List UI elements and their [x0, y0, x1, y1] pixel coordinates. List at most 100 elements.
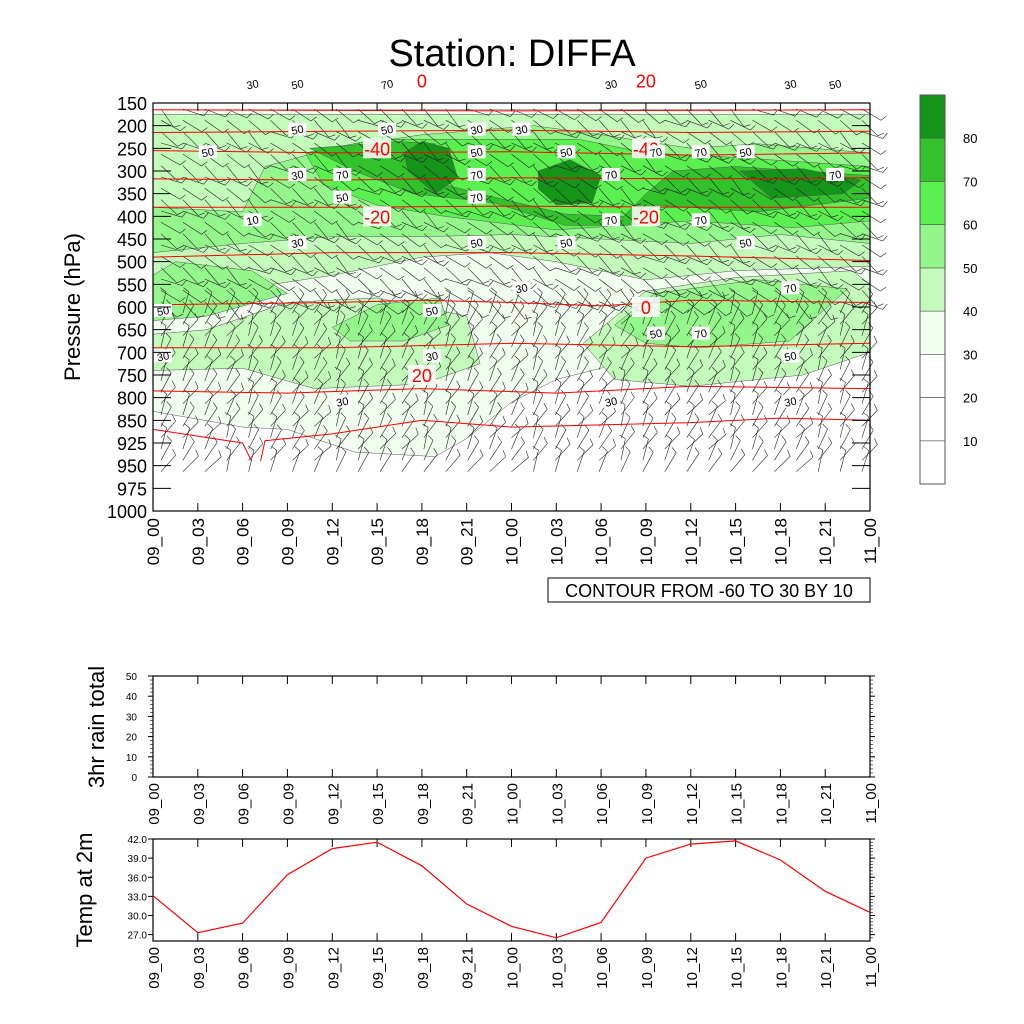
wind-barb-flag — [576, 132, 581, 138]
wind-barb — [533, 176, 554, 188]
wind-barb — [620, 278, 638, 294]
wind-barb — [270, 199, 292, 207]
temp-ytick-label: 27.0 — [128, 931, 148, 942]
wind-barb — [752, 359, 759, 382]
wind-barb — [336, 451, 347, 472]
wind-barb-flag — [415, 325, 419, 333]
wind-barb — [379, 439, 388, 461]
wind-barb — [839, 188, 857, 204]
wind-barb — [357, 398, 373, 416]
wind-barb — [839, 108, 860, 120]
wind-barb-flag — [679, 292, 687, 296]
wind-barb — [248, 375, 263, 393]
wind-barb-flag — [618, 271, 625, 277]
wind-barb — [248, 154, 266, 170]
humidity-contour-label: 30 — [514, 282, 528, 296]
wind-barb — [489, 154, 508, 167]
humidity-fill-regions — [152, 109, 871, 457]
wind-barb-flag — [334, 332, 341, 337]
wind-barb — [533, 165, 547, 184]
temp-contour-line — [152, 129, 871, 134]
wind-barb-flag — [348, 306, 356, 309]
wind-barb-flag — [267, 216, 274, 222]
wind-barb — [598, 301, 620, 312]
wind-barb — [357, 452, 370, 472]
wind-barb-flag — [663, 222, 669, 229]
wind-barb-flag — [488, 178, 494, 184]
wind-barb-flag — [880, 184, 887, 189]
time-tick-label: 10_00 — [505, 947, 522, 989]
wind-barb-flag — [706, 293, 713, 300]
wind-barb — [226, 278, 247, 290]
wind-barb-flag — [640, 170, 647, 176]
wind-barb — [576, 327, 589, 348]
wind-barb-flag — [839, 412, 846, 417]
wind-barb-flag — [763, 380, 768, 388]
wind-barb-flag — [771, 229, 778, 234]
wind-barb-flag — [438, 326, 441, 333]
wind-barb — [511, 408, 525, 427]
wind-barb — [314, 120, 329, 138]
wind-barb — [555, 199, 577, 207]
humidity-contour-label: 30 — [425, 350, 439, 364]
wind-barb-flag — [253, 355, 259, 362]
wind-barb — [401, 233, 420, 248]
time-tick-label: 09_03 — [189, 518, 208, 565]
wind-barb-flag — [340, 310, 346, 316]
wind-barb — [664, 267, 684, 280]
wind-barb-flag — [787, 415, 791, 423]
wind-barb-flag — [680, 155, 688, 159]
wind-barb-flag — [464, 262, 471, 268]
wind-barb-flag — [456, 414, 461, 422]
wind-barb-flag — [750, 125, 756, 131]
wind-barb — [336, 315, 346, 336]
wind-barb-flag — [381, 400, 388, 406]
temp-series-line — [152, 840, 871, 939]
wind-barb — [401, 434, 419, 450]
wind-barb — [226, 374, 241, 393]
wind-barb — [445, 406, 457, 427]
wind-barb — [292, 376, 309, 393]
wind-barb-flag — [395, 121, 403, 125]
wind-barb-flag — [624, 378, 631, 384]
humidity-contour-label: 70 — [604, 214, 618, 228]
wind-barb-flag — [549, 301, 557, 306]
wind-barb-flag — [483, 212, 490, 216]
wind-barb — [336, 120, 350, 138]
time-tick-label: 09_12 — [325, 783, 342, 825]
wind-barb — [423, 278, 438, 297]
wind-barb-flag — [859, 182, 865, 188]
wind-barb — [379, 452, 392, 472]
wind-barb — [576, 120, 593, 137]
time-tick-label: 10_09 — [639, 947, 656, 989]
wind-barb-flag — [813, 265, 820, 270]
wind-barb — [664, 165, 684, 178]
wind-barb-flag — [267, 285, 274, 291]
wind-barb — [204, 456, 222, 472]
wind-barb-flag — [863, 412, 869, 417]
wind-barb — [664, 398, 681, 416]
wind-barb — [357, 418, 369, 438]
wind-barb — [817, 131, 832, 150]
wind-barb — [686, 278, 702, 296]
wind-barb — [817, 301, 832, 320]
wind-barb — [861, 278, 881, 292]
wind-barb — [204, 244, 226, 254]
wind-barb-flag — [322, 357, 328, 364]
wind-barb — [270, 375, 286, 393]
wind-barb — [182, 441, 195, 461]
wind-barb — [379, 371, 387, 393]
wind-barb — [752, 441, 764, 461]
wind-barb — [467, 290, 487, 303]
wind-barb — [204, 373, 218, 393]
wind-barb-flag — [693, 311, 699, 318]
wind-barb — [204, 199, 220, 217]
wind-barb-flag — [835, 164, 842, 169]
wind-barb-flag — [189, 367, 195, 374]
wind-barb-flag — [735, 435, 741, 441]
wind-barb-flag — [201, 264, 208, 269]
wind-barb — [445, 393, 452, 416]
wind-barb-flag — [545, 283, 553, 286]
wind-barb-flag — [722, 260, 729, 263]
wind-barb — [248, 278, 268, 291]
